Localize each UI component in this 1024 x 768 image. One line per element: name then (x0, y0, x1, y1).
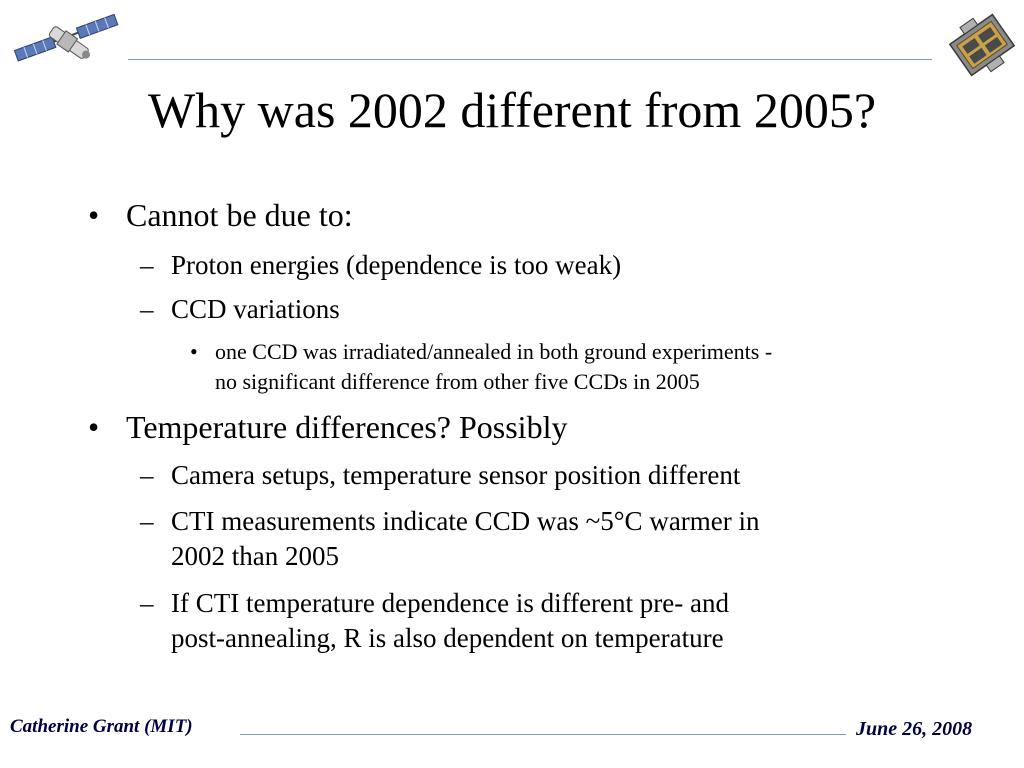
sub-bullet-marker: – (140, 588, 154, 618)
sub-sub-bullet-marker: • (190, 339, 198, 364)
bullet-text: Temperature differences? Possibly (126, 409, 568, 445)
sub-sub-bullet-text-line2: no significant difference from other fiv… (215, 369, 700, 394)
ccd-camera-icon (948, 13, 1016, 77)
bullet-text: Cannot be due to: (126, 197, 353, 233)
sub-bullet-text-line2: post-annealing, R is also dependent on t… (171, 623, 724, 653)
footer-date: June 26, 2008 (856, 718, 973, 740)
footer-author: Catherine Grant (MIT) (10, 716, 193, 737)
sub-sub-bullet-text-line1: one CCD was irradiated/annealed in both … (215, 339, 773, 364)
bullet-marker: • (88, 197, 100, 233)
sub-bullet-marker: – (140, 250, 154, 280)
sub-bullet-text-line1: If CTI temperature dependence is differe… (171, 588, 729, 618)
footer-rule (240, 734, 846, 735)
header-rule (128, 59, 932, 60)
sub-bullet-text-line2: 2002 than 2005 (171, 541, 339, 571)
sub-bullet-marker: – (140, 506, 154, 536)
sub-bullet-text: CCD variations (171, 294, 340, 324)
sub-bullet-text-line1: CTI measurements indicate CCD was ~5°C w… (171, 506, 760, 536)
slide-title: Why was 2002 different from 2005? (147, 82, 877, 138)
sub-bullet-text: Proton energies (dependence is too weak) (171, 250, 622, 280)
chandra-satellite-icon (13, 13, 119, 62)
sub-bullet-text: Camera setups, temperature sensor positi… (171, 460, 741, 490)
sub-bullet-marker: – (140, 294, 154, 324)
bullet-marker: • (88, 409, 100, 445)
sub-bullet-marker: – (140, 460, 154, 490)
